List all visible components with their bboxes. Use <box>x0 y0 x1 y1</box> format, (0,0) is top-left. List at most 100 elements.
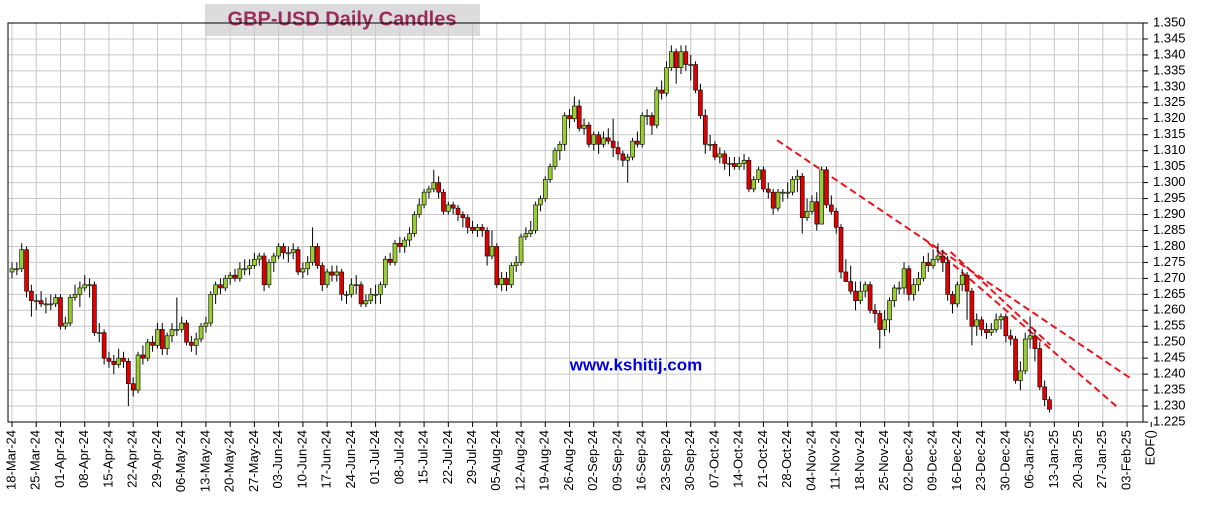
candle-body <box>853 290 858 302</box>
candle-body <box>455 207 461 215</box>
y-tick-label: 1.340 <box>1153 46 1186 61</box>
candle-body <box>305 262 311 270</box>
candle-body <box>407 233 412 241</box>
candle-body <box>397 242 403 247</box>
candle-body <box>315 246 320 266</box>
x-tick-label: 29-Jul-24 <box>464 430 479 484</box>
x-tick-label: 23-Dec-24 <box>973 430 988 491</box>
candle-body <box>829 204 834 212</box>
candle-body <box>368 294 374 302</box>
candle-body <box>392 242 398 263</box>
candle-body <box>1003 316 1009 337</box>
candle-body <box>993 319 999 330</box>
candle-body <box>329 271 335 276</box>
y-tick-label: 1.310 <box>1153 142 1186 157</box>
candle-body <box>513 262 519 266</box>
grid: 1.2251.2301.2351.2401.2451.2501.2551.260… <box>3 14 1185 492</box>
candle-body <box>87 284 92 287</box>
candle-body <box>184 322 189 343</box>
candle-body <box>892 287 897 302</box>
candle-body <box>518 236 524 263</box>
candle-body <box>1018 370 1023 381</box>
candle-body <box>741 159 747 164</box>
candle-body <box>562 115 567 145</box>
candle-body <box>373 294 378 296</box>
y-tick-label: 1.240 <box>1153 366 1186 381</box>
x-tick-label: 09-Sep-24 <box>609 430 624 491</box>
candle-body <box>610 140 616 148</box>
candle-body <box>862 284 868 292</box>
candle-body <box>494 246 500 286</box>
x-tick-label: 30-Dec-24 <box>997 430 1012 491</box>
x-tick-label: 27-Jan-25 <box>1094 430 1109 489</box>
trendline <box>949 251 1052 346</box>
candle-body <box>213 284 218 295</box>
candle-body <box>523 233 529 238</box>
x-tick-label: 13-Jan-25 <box>1046 430 1061 489</box>
candle-body <box>140 354 146 359</box>
candle-body <box>528 230 534 234</box>
candle-body <box>775 191 781 209</box>
candle-body <box>38 300 44 305</box>
candle-body <box>290 249 296 254</box>
candle-body <box>896 287 902 290</box>
x-tick-label: 22-Jul-24 <box>440 430 455 484</box>
candle-body <box>615 147 621 155</box>
candle-body <box>198 325 204 340</box>
y-tick-label: 1.330 <box>1153 78 1186 93</box>
candle-body <box>53 297 58 305</box>
candle-body <box>576 105 582 129</box>
y-tick-label: 1.245 <box>1153 350 1186 365</box>
candle-body <box>82 284 88 289</box>
candle-body <box>988 329 994 333</box>
x-tick-label: 01-Apr-24 <box>52 430 67 488</box>
candle-body <box>901 268 907 289</box>
x-tick-label: 18-Mar-24 <box>3 430 18 490</box>
y-tick-label: 1.315 <box>1153 126 1186 141</box>
candle-body <box>950 294 955 305</box>
candle-body <box>814 201 820 225</box>
candle-body <box>19 249 24 270</box>
candle-body <box>286 252 291 255</box>
y-tick-label: 1.230 <box>1153 397 1186 412</box>
x-tick-label: 29-Apr-24 <box>149 430 164 488</box>
x-tick-label: 03-Jun-24 <box>270 430 285 489</box>
candle-body <box>819 169 824 225</box>
candle-body <box>378 284 383 295</box>
candle-body <box>756 169 761 180</box>
candle-body <box>339 271 344 295</box>
x-tick-label: 14-Oct-24 <box>731 430 746 488</box>
candle-body <box>693 64 698 91</box>
candle-body <box>130 383 136 391</box>
candle-body <box>906 268 912 295</box>
y-tick-label: 1.260 <box>1153 302 1186 317</box>
candle-body <box>552 150 558 167</box>
candle-body <box>654 89 660 126</box>
candle-body <box>678 51 684 68</box>
candle-body <box>126 361 131 384</box>
candle-body <box>14 268 20 271</box>
candle-body <box>732 163 737 167</box>
y-tick-label: 1.225 <box>1153 413 1186 428</box>
candle-body <box>106 357 112 362</box>
candle-body <box>921 262 926 279</box>
candle-body <box>780 191 786 194</box>
x-tick-label: 18-Nov-24 <box>852 430 867 491</box>
x-tick-label: 08-Apr-24 <box>76 430 91 488</box>
x-tick-label: 09-Dec-24 <box>925 430 940 491</box>
candle-body <box>688 64 694 66</box>
candle-body <box>189 341 194 346</box>
candle-body <box>387 258 393 263</box>
x-tick-label: 25-Mar-24 <box>28 430 43 490</box>
candle-body <box>237 268 243 279</box>
x-tick-label: 03-Feb-25 <box>1118 430 1133 490</box>
y-tick-label: 1.275 <box>1153 254 1186 269</box>
candle-body <box>790 179 795 193</box>
candle-body <box>717 153 723 158</box>
candle-body <box>164 335 170 349</box>
x-tick-label: 04-Nov-24 <box>803 430 818 491</box>
candle-body <box>218 284 223 289</box>
candle-body <box>29 290 34 302</box>
candle-body <box>959 274 965 286</box>
x-tick-label: 16-Dec-24 <box>949 430 964 491</box>
